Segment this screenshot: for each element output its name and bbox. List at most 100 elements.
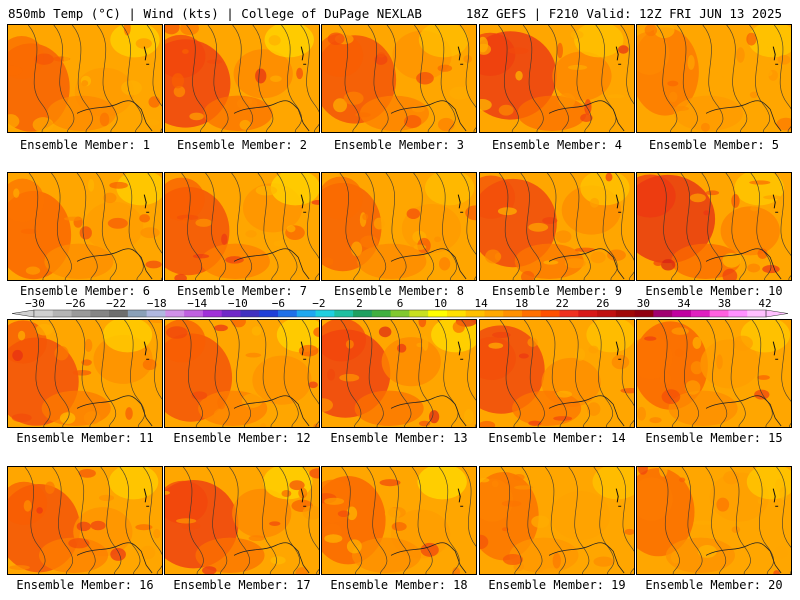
ensemble-member-label: Ensemble Member: 11	[16, 431, 154, 445]
ensemble-member-label: Ensemble Member: 15	[645, 431, 783, 445]
colorbar-swatch	[34, 310, 54, 317]
colorbar-tick-label: 38	[718, 297, 731, 310]
colorbar-swatch	[540, 310, 561, 317]
colorbar-swatch	[615, 310, 636, 317]
ensemble-member-label: Ensemble Member: 10	[645, 284, 783, 298]
colorbar-tick-label: 34	[677, 297, 691, 310]
temperature-field-map	[637, 173, 791, 280]
colorbar-tick-label: 2	[356, 297, 363, 310]
colorbar-tick-label: −2	[312, 297, 325, 310]
colorbar-swatch	[578, 310, 598, 317]
colorbar-swatch	[559, 310, 579, 317]
temperature-field-map	[637, 25, 791, 132]
ensemble-member-label: Ensemble Member: 8	[333, 284, 465, 298]
colorbar-swatch	[296, 310, 317, 317]
colorbar-tick-label: −26	[66, 297, 86, 310]
temperature-field-map	[480, 25, 634, 132]
ensemble-map-panel	[479, 24, 635, 133]
colorbar-tick-label: 10	[434, 297, 447, 310]
ensemble-member-label: Ensemble Member: 7	[176, 284, 308, 298]
temperature-field-map	[8, 320, 162, 427]
colorbar-tick-label: 18	[515, 297, 528, 310]
colorbar-swatch	[315, 310, 335, 317]
colorbar-swatch	[634, 310, 654, 317]
temperature-field-map	[8, 467, 162, 574]
colorbar-swatch	[709, 310, 729, 317]
colorbar-tick-label: −22	[106, 297, 126, 310]
ensemble-member-label: Ensemble Member: 14	[488, 431, 626, 445]
colorbar-tick-label: 30	[637, 297, 650, 310]
colorbar-swatch	[465, 310, 485, 317]
temperature-field-map	[480, 173, 634, 280]
colorbar-swatch	[52, 310, 73, 317]
ensemble-map-panel	[636, 172, 792, 281]
colorbar-tick-label: 42	[758, 297, 771, 310]
colorbar-swatch	[728, 310, 748, 317]
colorbar-swatch	[353, 310, 373, 317]
colorbar-swatch	[221, 310, 241, 317]
colorbar-swatch	[522, 310, 542, 317]
ensemble-member-label: Ensemble Member: 9	[491, 284, 623, 298]
colorbar-swatch	[127, 310, 148, 317]
temperature-field-map	[322, 467, 476, 574]
temperature-field-map	[480, 320, 634, 427]
ensemble-member-label: Ensemble Member: 4	[491, 138, 623, 152]
ensemble-member-label: Ensemble Member: 1	[19, 138, 151, 152]
temperature-field-map	[165, 173, 319, 280]
colorbar-swatch	[71, 310, 91, 317]
ensemble-member-label: Ensemble Member: 12	[173, 431, 311, 445]
colorbar-swatch	[371, 310, 392, 317]
colorbar-tick-label: 26	[596, 297, 609, 310]
colorbar-tick-label: −30	[25, 297, 45, 310]
ensemble-map-panel	[479, 466, 635, 575]
colorbar-swatch	[390, 310, 410, 317]
ensemble-map-panel	[636, 24, 792, 133]
colorbar-swatch	[334, 310, 354, 317]
colorbar-swatch	[597, 310, 617, 317]
colorbar-high-arrow	[765, 309, 789, 318]
colorbar-swatch	[146, 310, 166, 317]
colorbar-swatch	[409, 310, 429, 317]
colorbar-swatch	[484, 310, 504, 317]
colorbar-swatch	[653, 310, 673, 317]
colorbar-tick-label: −10	[228, 297, 248, 310]
colorbar-swatch	[672, 310, 692, 317]
ensemble-map-panel	[164, 319, 320, 428]
ensemble-member-label: Ensemble Member: 2	[176, 138, 308, 152]
ensemble-member-label: Ensemble Member: 16	[16, 578, 154, 592]
temperature-field-map	[637, 320, 791, 427]
colorbar-swatch	[690, 310, 711, 317]
ensemble-map-panel	[636, 319, 792, 428]
ensemble-map-panel	[479, 172, 635, 281]
ensemble-member-label: Ensemble Member: 5	[648, 138, 780, 152]
colorbar-tick-label: −18	[147, 297, 167, 310]
temperature-field-map	[637, 467, 791, 574]
ensemble-map-panel	[164, 466, 320, 575]
colorbar-tick-label: −14	[187, 297, 207, 310]
header-title-right: 18Z GEFS | F210 Valid: 12Z FRI JUN 13 20…	[465, 6, 782, 21]
colorbar-swatch	[240, 310, 260, 317]
temperature-field-map	[322, 25, 476, 132]
ensemble-map-panel	[321, 24, 477, 133]
colorbar-swatch	[202, 310, 223, 317]
ensemble-member-label: Ensemble Member: 20	[645, 578, 783, 592]
ensemble-member-label: Ensemble Member: 3	[333, 138, 465, 152]
colorbar-low-arrow	[11, 309, 35, 318]
colorbar-swatch	[428, 310, 448, 317]
colorbar-swatch	[503, 310, 523, 317]
temperature-field-map	[8, 25, 162, 132]
colorbar-swatch	[278, 310, 298, 317]
ensemble-member-label: Ensemble Member: 13	[330, 431, 468, 445]
colorbar-swatch	[747, 310, 767, 317]
ensemble-map-panel	[7, 172, 163, 281]
ensemble-map-panel	[164, 24, 320, 133]
temperature-field-map	[8, 173, 162, 280]
ensemble-map-panel	[7, 24, 163, 133]
header-title-left: 850mb Temp (°C) | Wind (kts) | College o…	[8, 6, 422, 21]
ensemble-member-label: Ensemble Member: 17	[173, 578, 311, 592]
ensemble-member-label: Ensemble Member: 18	[330, 578, 468, 592]
temperature-field-map	[480, 467, 634, 574]
temperature-field-map	[165, 320, 319, 427]
ensemble-map-panel	[164, 172, 320, 281]
ensemble-map-panel	[321, 466, 477, 575]
